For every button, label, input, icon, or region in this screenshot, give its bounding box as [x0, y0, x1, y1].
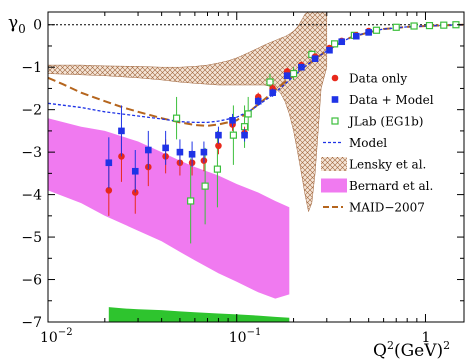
- x-axis-label-sup2: 2: [443, 339, 450, 352]
- y-tick-label: −5: [21, 230, 42, 246]
- x-tick-base: 1: [421, 330, 430, 346]
- x-tick-label: 10−1: [229, 327, 262, 346]
- data-model-point: [352, 32, 360, 40]
- jlab-point: [201, 182, 209, 190]
- data-model-point: [311, 55, 319, 63]
- data-model-point: [229, 116, 236, 124]
- data-model-point: [326, 46, 333, 54]
- jlab-point: [331, 40, 339, 48]
- x-tick-exponent: −2: [58, 327, 73, 338]
- maid-curve: [48, 23, 464, 127]
- data-only-point: [215, 142, 222, 150]
- data-model-point: [131, 167, 139, 175]
- points: [105, 21, 460, 244]
- x-tick-base: 10: [40, 330, 58, 346]
- y-tick-label: −6: [21, 273, 42, 289]
- x-tick-base: 10: [229, 330, 247, 346]
- legend-label-data_model: Data + Model: [349, 93, 434, 107]
- data-model-point: [188, 150, 196, 158]
- jlab-point: [229, 131, 237, 139]
- data-model-point: [176, 148, 184, 156]
- y-tick-label: −4: [21, 188, 42, 204]
- data-model-point: [283, 72, 291, 79]
- legend-label-model: Model: [349, 136, 387, 150]
- legend-marker-lensky: [321, 157, 347, 171]
- data-model-point: [365, 29, 372, 36]
- curves: [48, 23, 464, 127]
- jlab-point: [410, 22, 418, 30]
- x-tick-label: 1: [421, 330, 430, 346]
- jlab-point: [187, 197, 195, 205]
- legend-label-jlab: JLab (EG1b): [347, 115, 423, 129]
- y-axis-label-sub: 0: [18, 22, 26, 36]
- green-band: [108, 307, 290, 322]
- x-axis-label-main: Q: [373, 341, 387, 361]
- legend-label-lensky: Lensky et al.: [349, 158, 426, 172]
- y-tick-label: −7: [21, 315, 42, 331]
- data-model-point: [269, 89, 276, 96]
- legend: Data only Data + Model JLab (EG1b) Model Len…: [321, 72, 434, 215]
- jlab-point: [213, 165, 222, 173]
- jlab-point: [392, 23, 400, 31]
- x-tick-label: 10−2: [40, 327, 73, 346]
- x-axis-label-sup1: 2: [387, 339, 394, 352]
- legend-marker-data-model: [331, 96, 339, 103]
- data-model-point: [241, 131, 248, 139]
- data-model-point: [338, 38, 346, 46]
- legend-label-bernard: Bernard et al.: [349, 179, 433, 193]
- y-tick-label: −3: [21, 145, 42, 161]
- y-tick-label: −1: [21, 60, 42, 76]
- data-model-point: [298, 63, 305, 71]
- legend-label-maid: MAID−2007: [349, 201, 425, 215]
- data-model-point: [254, 97, 262, 105]
- lensky-band: [48, 12, 328, 213]
- jlab-point: [425, 21, 434, 30]
- legend-marker-data-only: [331, 74, 339, 82]
- data-model-point: [200, 148, 208, 156]
- jlab-point: [289, 69, 298, 78]
- y-tick-label: 0: [33, 18, 42, 34]
- y-tick-label: −2: [21, 103, 42, 119]
- x-tick-exponent: −1: [247, 327, 262, 338]
- legend-marker-jlab: [331, 117, 339, 125]
- data-model-point: [105, 159, 113, 167]
- data-model-point: [215, 131, 222, 139]
- jlab-point: [244, 110, 252, 118]
- model-curve: [48, 24, 464, 124]
- y-axis-label: γ0: [8, 13, 26, 36]
- axis-ticks: 0−1−2−3−4−5−6−710−2 10−1 1: [21, 12, 464, 346]
- jlab-point: [172, 114, 181, 122]
- x-axis-label: Q2(GeV)2: [373, 339, 450, 361]
- jlab-point: [266, 78, 274, 86]
- legend-marker-bernard: [321, 178, 347, 193]
- data-model-point: [145, 146, 152, 154]
- data-only-point: [105, 187, 113, 194]
- y-axis-label-main: γ: [8, 13, 18, 33]
- legend-label-data_only: Data only: [349, 72, 407, 86]
- jlab-point: [440, 21, 448, 29]
- bands: [48, 12, 328, 322]
- data-model-point: [118, 127, 125, 135]
- jlab-point: [372, 26, 381, 34]
- x-axis-label-unit: (GeV): [394, 341, 443, 361]
- data-model-point: [162, 144, 169, 152]
- plot-frame: [47, 11, 465, 323]
